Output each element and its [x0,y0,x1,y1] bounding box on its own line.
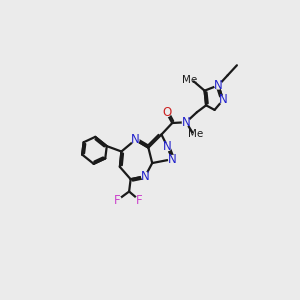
Circle shape [163,109,170,117]
Circle shape [135,196,143,204]
Circle shape [164,143,171,151]
Circle shape [169,155,176,163]
Text: F: F [136,194,142,206]
Text: N: N [163,140,172,153]
Circle shape [182,118,190,126]
Circle shape [142,172,149,180]
Circle shape [114,196,121,204]
Circle shape [219,96,227,103]
Text: F: F [114,194,121,206]
Text: N: N [214,79,223,92]
Circle shape [215,82,222,89]
Circle shape [132,136,139,144]
Text: O: O [162,106,172,119]
Text: N: N [141,169,150,183]
Text: Me: Me [182,75,198,85]
Text: N: N [182,116,190,129]
Text: Me: Me [188,129,204,139]
Text: N: N [168,153,177,166]
Text: N: N [219,93,227,106]
Text: N: N [131,134,140,146]
